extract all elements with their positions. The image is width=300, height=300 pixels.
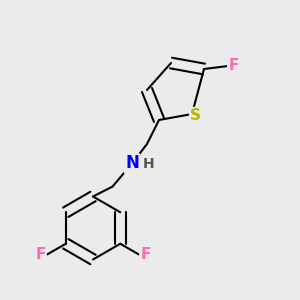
Text: H: H xyxy=(143,157,154,170)
Text: S: S xyxy=(190,108,201,123)
Text: F: F xyxy=(35,247,46,262)
Text: F: F xyxy=(228,58,239,74)
Text: N: N xyxy=(125,154,139,172)
Text: F: F xyxy=(140,247,151,262)
